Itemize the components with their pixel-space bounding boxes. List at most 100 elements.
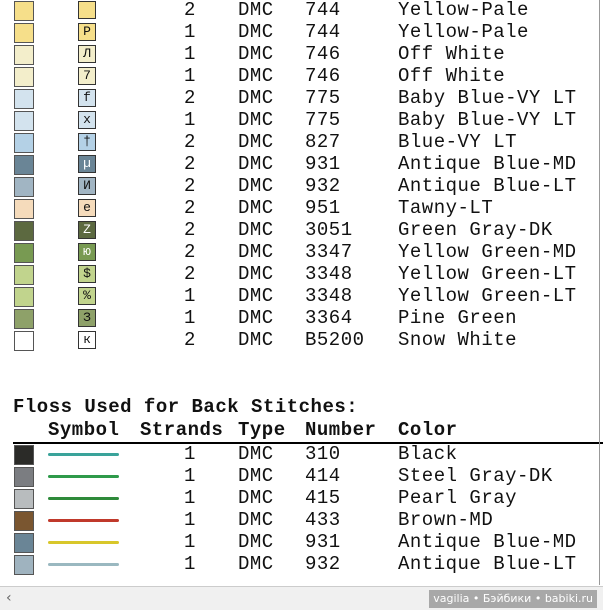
right-border bbox=[599, 0, 600, 585]
cell-type: DMC bbox=[238, 285, 274, 307]
cell-type: DMC bbox=[238, 175, 274, 197]
swatch bbox=[14, 287, 34, 307]
swatch bbox=[14, 199, 34, 219]
cell-number: 931 bbox=[305, 531, 341, 553]
cell-strands: 2 bbox=[184, 0, 196, 21]
cell-color: Yellow Green-LT bbox=[398, 263, 577, 285]
column-header: Strands bbox=[140, 419, 224, 441]
cell-type: DMC bbox=[238, 0, 274, 21]
cell-color: Yellow-Pale bbox=[398, 0, 529, 21]
cell-type: DMC bbox=[238, 329, 274, 351]
swatch bbox=[14, 555, 34, 575]
swatch bbox=[14, 155, 34, 175]
cell-number: 827 bbox=[305, 131, 341, 153]
swatch bbox=[14, 265, 34, 285]
cell-color: Brown-MD bbox=[398, 509, 494, 531]
swatch bbox=[14, 177, 34, 197]
cell-color: Pearl Gray bbox=[398, 487, 518, 509]
cell-strands: 1 bbox=[184, 307, 196, 329]
cell-strands: 1 bbox=[184, 465, 196, 487]
swatch bbox=[14, 511, 34, 531]
swatch bbox=[14, 243, 34, 263]
cell-number: 744 bbox=[305, 0, 341, 21]
cell-type: DMC bbox=[238, 43, 274, 65]
cell-number: 775 bbox=[305, 87, 341, 109]
cell-type: DMC bbox=[238, 65, 274, 87]
cell-number: 931 bbox=[305, 153, 341, 175]
swatch bbox=[14, 1, 34, 21]
cell-strands: 1 bbox=[184, 65, 196, 87]
symbol: 7 bbox=[78, 67, 96, 85]
cell-color: Off White bbox=[398, 65, 506, 87]
symbol: f bbox=[78, 89, 96, 107]
cell-type: DMC bbox=[238, 465, 274, 487]
cell-strands: 1 bbox=[184, 43, 196, 65]
cell-type: DMC bbox=[238, 87, 274, 109]
swatch bbox=[14, 111, 34, 131]
cell-color: Pine Green bbox=[398, 307, 518, 329]
cell-color: Yellow Green-MD bbox=[398, 241, 577, 263]
symbol: Z bbox=[78, 221, 96, 239]
cell-type: DMC bbox=[238, 553, 274, 575]
cell-type: DMC bbox=[238, 109, 274, 131]
symbol: P bbox=[78, 23, 96, 41]
section-title: Floss Used for Back Stitches: bbox=[13, 396, 359, 418]
cell-type: DMC bbox=[238, 241, 274, 263]
cell-type: DMC bbox=[238, 131, 274, 153]
symbol: % bbox=[78, 287, 96, 305]
cell-strands: 1 bbox=[184, 509, 196, 531]
cell-number: 3348 bbox=[305, 285, 353, 307]
swatch bbox=[14, 89, 34, 109]
cell-color: Blue-VY LT bbox=[398, 131, 518, 153]
cell-strands: 2 bbox=[184, 219, 196, 241]
stitch-line bbox=[48, 541, 119, 544]
cell-color: Yellow Green-LT bbox=[398, 285, 577, 307]
cell-number: 775 bbox=[305, 109, 341, 131]
stitch-line bbox=[48, 563, 119, 566]
symbol: e bbox=[78, 199, 96, 217]
cell-type: DMC bbox=[238, 197, 274, 219]
cell-number: 415 bbox=[305, 487, 341, 509]
cell-color: Antique Blue-MD bbox=[398, 531, 577, 553]
cell-number: 3051 bbox=[305, 219, 353, 241]
cell-number: 3364 bbox=[305, 307, 353, 329]
cell-strands: 2 bbox=[184, 241, 196, 263]
cell-strands: 2 bbox=[184, 263, 196, 285]
symbol: µ bbox=[78, 155, 96, 173]
symbol: x bbox=[78, 111, 96, 129]
cell-type: DMC bbox=[238, 443, 274, 465]
cell-color: Tawny-LT bbox=[398, 197, 494, 219]
cell-color: Off White bbox=[398, 43, 506, 65]
cell-color: Antique Blue-LT bbox=[398, 175, 577, 197]
cell-number: 433 bbox=[305, 509, 341, 531]
stitch-line bbox=[48, 475, 119, 478]
cell-strands: 1 bbox=[184, 21, 196, 43]
cell-color: Steel Gray-DK bbox=[398, 465, 553, 487]
cell-strands: 2 bbox=[184, 175, 196, 197]
column-header: Symbol bbox=[48, 419, 120, 441]
column-header: Color bbox=[398, 419, 458, 441]
scroll-left-arrow[interactable]: ‹ bbox=[6, 590, 13, 606]
cell-number: 3347 bbox=[305, 241, 353, 263]
cell-type: DMC bbox=[238, 487, 274, 509]
watermark: vagilia • Бэйбики • babiki.ru bbox=[429, 590, 597, 608]
column-header: Type bbox=[238, 419, 286, 441]
column-header: Number bbox=[305, 419, 377, 441]
swatch bbox=[14, 445, 34, 465]
cell-type: DMC bbox=[238, 509, 274, 531]
swatch bbox=[14, 467, 34, 487]
stitch-line bbox=[48, 497, 119, 500]
symbol: И bbox=[78, 177, 96, 195]
cell-type: DMC bbox=[238, 307, 274, 329]
swatch bbox=[14, 221, 34, 241]
cell-strands: 1 bbox=[184, 443, 196, 465]
stitch-line bbox=[48, 453, 119, 456]
cell-color: Yellow-Pale bbox=[398, 21, 529, 43]
swatch bbox=[14, 331, 34, 351]
cell-strands: 2 bbox=[184, 153, 196, 175]
cell-color: Green Gray-DK bbox=[398, 219, 553, 241]
cell-number: 746 bbox=[305, 43, 341, 65]
stitch-line bbox=[48, 519, 119, 522]
cell-number: 310 bbox=[305, 443, 341, 465]
